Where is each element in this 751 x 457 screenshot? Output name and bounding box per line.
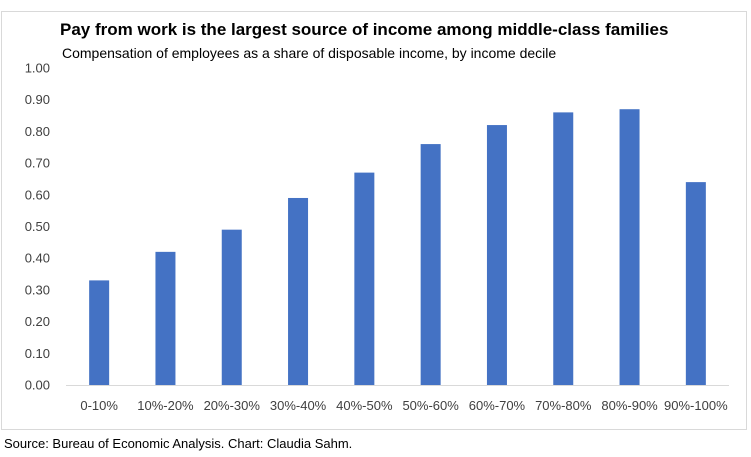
source-note: Source: Bureau of Economic Analysis. Cha… (4, 436, 353, 451)
y-axis: 0.00 0.10 0.20 0.30 0.40 0.50 0.60 0.70 0.80 0.90… (25, 61, 50, 393)
x-axis: 0-10% 10%-20% 20%-30% 30%-40% 40%-50% 50%-60%… (80, 398, 728, 413)
y-tick-label: 0.50 (25, 219, 50, 234)
x-tick-label: 90%-100% (664, 398, 728, 413)
x-tick-label: 80%-90% (601, 398, 658, 413)
bar (155, 251, 176, 385)
y-tick-label: 0.00 (25, 378, 50, 393)
bar-series (89, 109, 706, 386)
y-tick-label: 1.00 (25, 61, 50, 76)
x-tick-label: 30%-40% (270, 398, 327, 413)
bar (89, 280, 110, 385)
bar (354, 172, 375, 385)
chart-title: Pay from work is the largest source of i… (60, 20, 669, 39)
x-tick-label: 40%-50% (336, 398, 393, 413)
bar (288, 197, 309, 385)
y-tick-label: 0.10 (25, 346, 50, 361)
x-tick-label: 70%-80% (535, 398, 592, 413)
bar (486, 125, 507, 385)
bar (685, 182, 706, 385)
x-tick-label: 20%-30% (204, 398, 261, 413)
y-tick-label: 0.20 (25, 314, 50, 329)
chart-subtitle: Compensation of employees as a share of … (62, 45, 557, 61)
x-tick-label: 60%-70% (469, 398, 526, 413)
bar (221, 229, 242, 385)
bar (619, 109, 640, 386)
y-tick-label: 0.60 (25, 187, 50, 202)
y-tick-label: 0.30 (25, 282, 50, 297)
x-tick-label: 10%-20% (137, 398, 194, 413)
y-tick-label: 0.70 (25, 156, 50, 171)
y-tick-label: 0.80 (25, 124, 50, 139)
bar (420, 144, 441, 385)
x-tick-label: 50%-60% (402, 398, 459, 413)
y-tick-label: 0.40 (25, 251, 50, 266)
bar (553, 112, 574, 385)
x-tick-label: 0-10% (80, 398, 118, 413)
y-tick-label: 0.90 (25, 92, 50, 107)
